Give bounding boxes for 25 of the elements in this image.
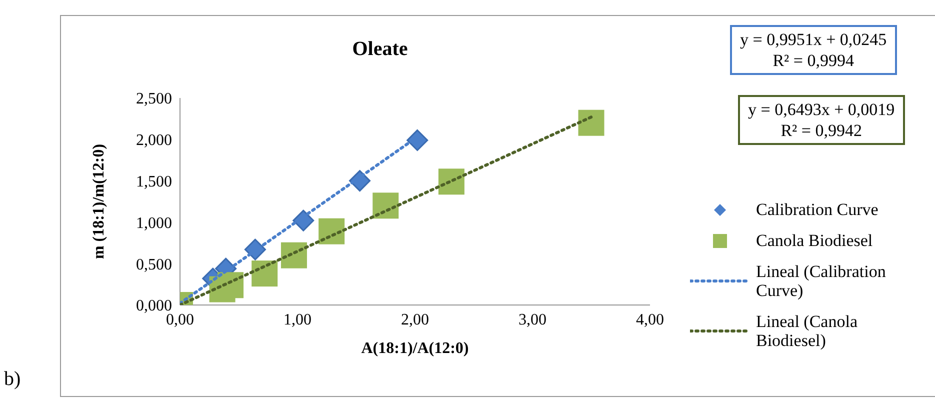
x-tick-label: 3,00 — [518, 311, 546, 328]
y-tick-label: 2,000 — [136, 132, 172, 150]
point — [318, 218, 345, 244]
point — [280, 242, 307, 268]
point — [438, 168, 464, 195]
y-tick-label: 2,500 — [136, 90, 172, 108]
x-tick-label: 1,00 — [284, 311, 312, 328]
point — [252, 260, 278, 287]
x-axis-title: A(18:1)/A(12:0) — [361, 340, 469, 357]
y-tick-label: 1,500 — [136, 173, 172, 190]
text: b) — [4, 368, 21, 391]
x-tick-label: 2,00 — [401, 311, 429, 328]
legend-label: Calibration Curve — [756, 200, 880, 219]
legend-label: Canola Biodiesel — [756, 231, 874, 250]
text: y = 0,6493x + 0,0019 R² = 0,9942 — [738, 95, 905, 145]
text: y = 0,9951x + 0,0245 R² = 0,9994 — [730, 25, 897, 75]
legend-label: Lineal (Canola Biodiesel) — [756, 312, 858, 350]
point — [372, 192, 399, 219]
y-tick-label: 1,000 — [136, 214, 172, 232]
x-tick-label: 4,00 — [636, 311, 664, 328]
chart-title: Oleate — [351, 38, 409, 61]
legend-label: Lineal (Calibration Curve) — [756, 262, 887, 300]
y-tick-label: 0,500 — [136, 256, 172, 274]
y-axis-title: m (18:1)/m(12:0) — [90, 144, 108, 260]
point — [578, 110, 604, 136]
